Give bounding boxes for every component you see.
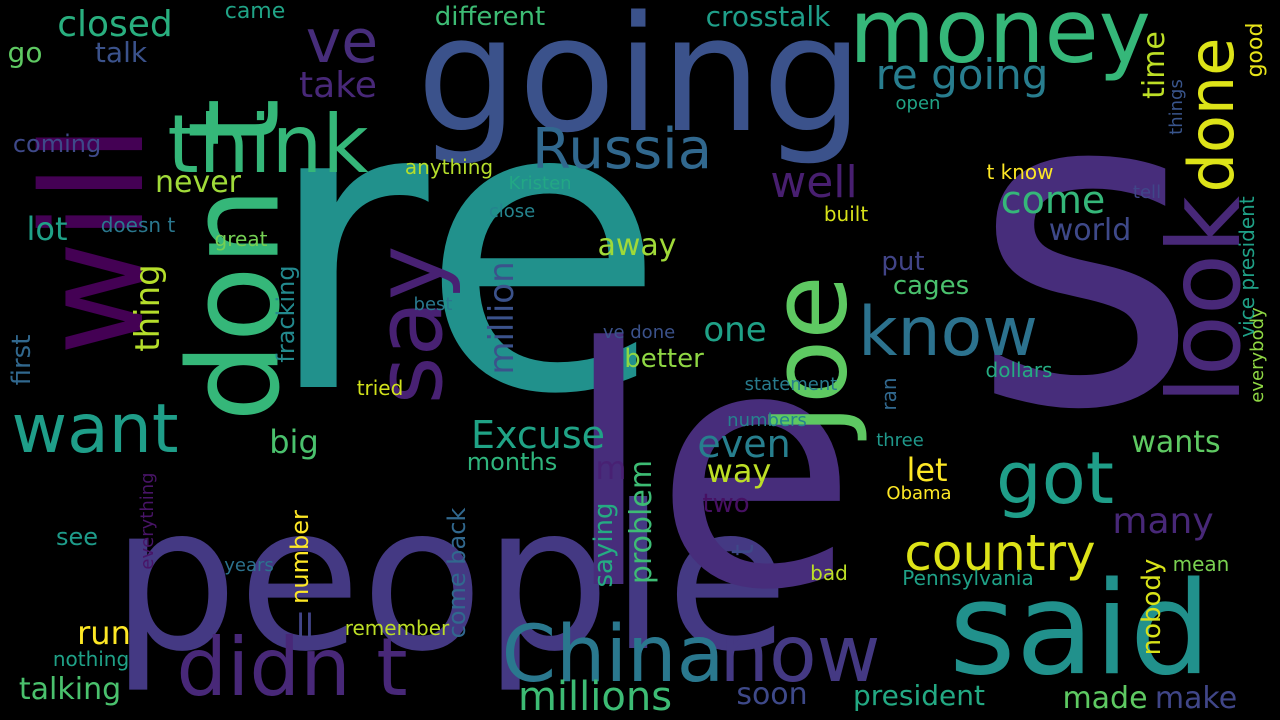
word-now: now — [719, 610, 881, 700]
word-m: m — [595, 449, 627, 487]
word-fracking: fracking — [272, 265, 300, 363]
word-re: re — [264, 17, 666, 482]
word-made: made — [1062, 681, 1148, 716]
word-done: done — [1175, 37, 1248, 193]
word-well: well — [770, 157, 858, 208]
word-months: months — [466, 448, 558, 476]
word-closed: closed — [57, 4, 173, 45]
word-country: country — [904, 524, 1096, 582]
word-s: s — [970, 0, 1200, 506]
word-everybody: everybody — [1247, 307, 1268, 403]
word-best: best — [413, 294, 453, 315]
word-one: one — [703, 310, 767, 350]
word-way: way — [706, 452, 772, 490]
word-built: built — [823, 202, 869, 226]
word-close: close — [488, 201, 536, 222]
word-number: number — [286, 510, 314, 604]
word-money: money — [849, 0, 1151, 83]
word-think: think — [167, 98, 369, 191]
word-obama: Obama — [886, 483, 952, 504]
word-president: president — [853, 679, 985, 712]
word-crosstalk: crosstalk — [705, 0, 831, 33]
word-remember: remember — [344, 616, 450, 640]
word-different: different — [434, 2, 546, 32]
word-doesn-t: doesn t — [100, 213, 176, 237]
word-saying: saying — [589, 502, 619, 588]
word-million: million — [482, 261, 522, 375]
word-said: said — [949, 555, 1211, 704]
word-pennsylvania: Pennsylvania — [902, 566, 1034, 590]
word-talk: talk — [94, 36, 148, 69]
word-make: make — [1154, 681, 1238, 716]
word-china: China — [501, 610, 725, 700]
word-didn-t: didn t — [176, 621, 408, 714]
word-years: years — [224, 555, 274, 576]
word-many: many — [1112, 501, 1214, 542]
word-big: big — [269, 423, 319, 461]
word-want: want — [11, 390, 179, 469]
word-run: run — [77, 614, 131, 652]
word-problem: problem — [624, 459, 659, 585]
word-away: away — [597, 228, 677, 263]
word-millions: millions — [517, 674, 673, 720]
word-coming: coming — [12, 130, 102, 158]
word-talking: talking — [18, 672, 122, 707]
word-everything: everything — [137, 472, 158, 570]
word-put: put — [881, 247, 925, 277]
word-nobody: nobody — [1137, 558, 1167, 656]
word-wants: wants — [1131, 425, 1221, 460]
word-two: two — [702, 489, 750, 519]
word-better: better — [624, 344, 704, 374]
word-ran: ran — [877, 377, 901, 411]
word-let: let — [906, 451, 948, 489]
word-cages: cages — [892, 271, 970, 301]
word-first: first — [7, 334, 37, 386]
word-three: three — [876, 430, 924, 451]
word-open: open — [895, 93, 941, 114]
word-kristen: Kristen — [508, 173, 572, 194]
word-things: things — [1166, 79, 1187, 135]
word-soon: soon — [736, 677, 808, 712]
word-came: came — [224, 0, 286, 24]
word-bad: bad — [810, 561, 848, 585]
word-see: see — [55, 523, 99, 551]
word-mean: mean — [1172, 552, 1230, 576]
word-russia: Russia — [531, 117, 713, 182]
word-great: great — [214, 227, 268, 251]
word-numbers: numbers — [727, 410, 807, 431]
word-nothing: nothing — [52, 647, 130, 671]
word-le: le — [562, 278, 858, 662]
word-tell: tell — [1132, 182, 1162, 203]
word-go: go — [7, 36, 43, 69]
word-people: people — [111, 463, 789, 696]
word-ll: ll — [296, 607, 314, 645]
word-world: world — [1048, 213, 1132, 248]
word-take: take — [299, 65, 377, 106]
word-know: know — [858, 293, 1038, 372]
word-excuse: Excuse — [471, 413, 605, 457]
word-anything: anything — [404, 155, 494, 179]
word-got: got — [996, 436, 1114, 520]
word-thing: thing — [128, 264, 168, 352]
word-never: never — [154, 165, 242, 200]
word-t-know: t know — [986, 160, 1054, 184]
word-good: good — [1243, 22, 1268, 78]
word-going: going — [416, 0, 864, 168]
word-tried: tried — [356, 376, 404, 400]
word-even: even — [697, 422, 791, 466]
word-ve-done: ve done — [602, 322, 676, 343]
word-statement: statement — [744, 374, 838, 395]
word-dollars: dollars — [985, 358, 1053, 382]
word-re-going: re going — [875, 50, 1049, 99]
word-lot: lot — [26, 210, 68, 248]
word-ve: ve — [305, 7, 379, 77]
word-t: t — [726, 544, 761, 556]
word-come: come — [1000, 178, 1106, 222]
